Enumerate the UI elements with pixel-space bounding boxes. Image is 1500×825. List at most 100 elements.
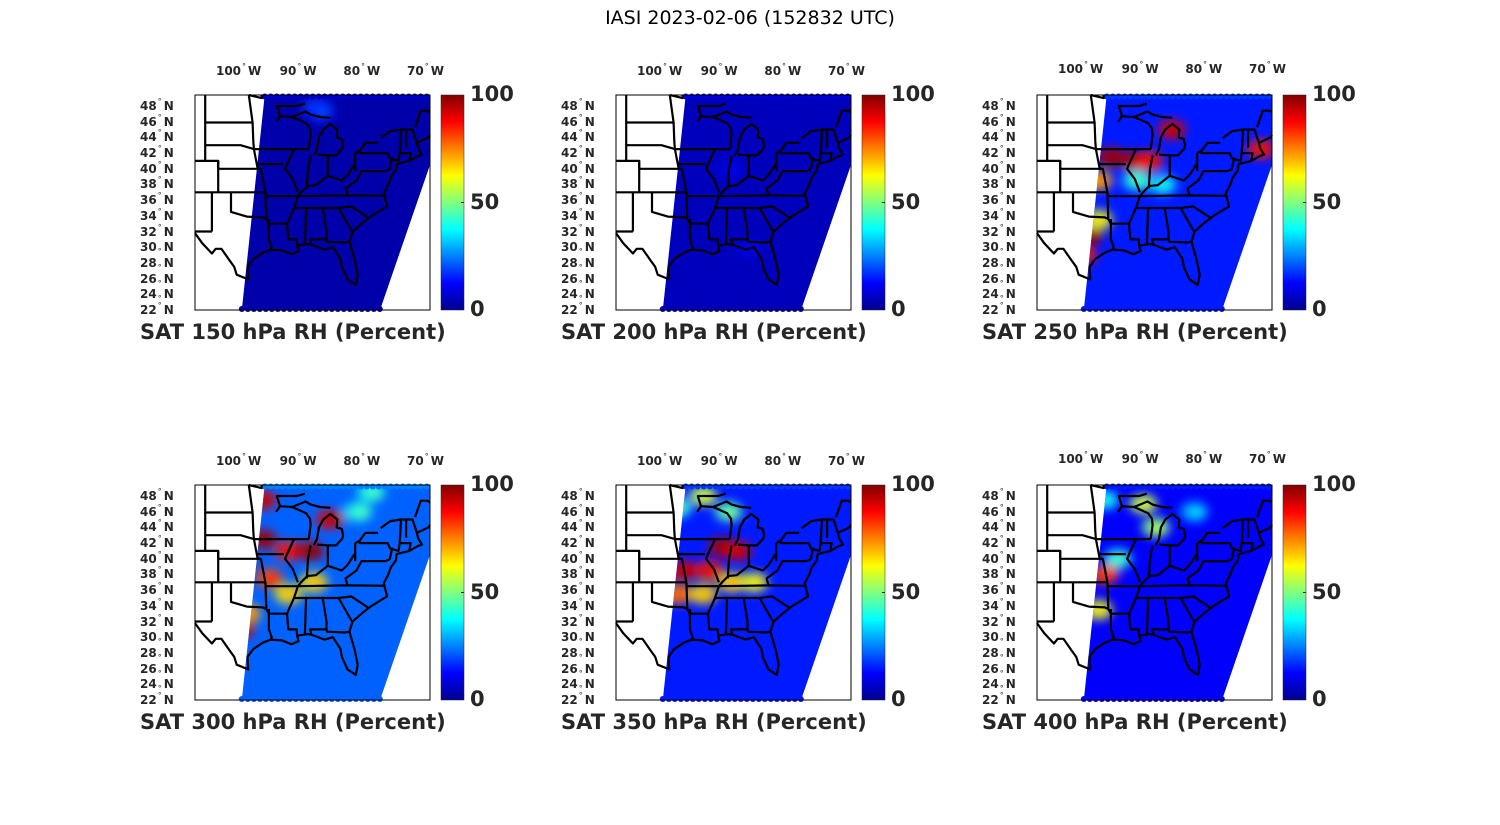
lat-tick-label: 24° N <box>561 677 595 694</box>
swath-pixel <box>701 306 708 312</box>
swath-pixel <box>713 306 720 312</box>
lat-tick-label: 22° N <box>982 301 1016 317</box>
map-svg <box>1036 93 1307 312</box>
swath-pixel <box>1194 306 1201 312</box>
state-border <box>615 134 852 286</box>
swath-pixel <box>1151 483 1158 490</box>
lat-tick-label: 48° N <box>561 486 595 503</box>
swath-pixel <box>706 93 713 100</box>
lon-tick-label: 70° W <box>1249 60 1286 76</box>
swath-pixel <box>334 696 341 702</box>
swath-pixel <box>797 696 804 702</box>
swath-pixel <box>844 93 851 100</box>
lat-tick-label: 22° N <box>561 301 595 317</box>
swath-pixel <box>772 483 779 490</box>
swath-pixel <box>1128 696 1135 702</box>
swath-pixel <box>1170 306 1177 312</box>
swath-pixel <box>749 696 756 702</box>
swath-pixel <box>291 93 298 100</box>
swath-pixel <box>1122 696 1129 702</box>
lat-tick-label: 36° N <box>561 581 595 598</box>
lat-tick-label: 22° N <box>982 691 1016 707</box>
colorbar-tick-label: 50 <box>470 189 500 214</box>
swath-pixel <box>1115 93 1122 100</box>
swath-pixel <box>1098 306 1105 312</box>
swath-pixel <box>1206 696 1213 702</box>
state-border <box>413 499 431 518</box>
state-border <box>718 163 777 197</box>
swath-pixel <box>387 483 394 490</box>
swath-pixel <box>273 93 280 100</box>
state-border <box>1090 93 1105 100</box>
state-border <box>1221 128 1244 140</box>
map-frame <box>615 94 852 311</box>
swath-pixel <box>322 306 329 312</box>
state-border <box>1133 500 1173 509</box>
swath-pixel <box>1182 306 1189 312</box>
swath-pixel <box>279 483 286 490</box>
lat-tick-label: 38° N <box>982 175 1016 192</box>
lat-tick-label: 30° N <box>982 240 1016 257</box>
colorbar <box>861 94 886 311</box>
swath-pixel <box>1110 696 1117 702</box>
lon-tick-label: 70° W <box>828 62 865 78</box>
lat-tick-label: 48° N <box>561 96 595 113</box>
swath-pixel <box>1080 306 1087 312</box>
swath-pixel <box>256 306 263 312</box>
state-border <box>275 492 306 507</box>
moist-region-core <box>1107 152 1122 163</box>
lat-tick-label: 34° N <box>982 206 1016 223</box>
lon-tick-label: 80° W <box>764 452 802 468</box>
swath-pixel <box>1247 93 1254 100</box>
lat-tick-label: 42° N <box>140 144 174 161</box>
swath-pixel <box>671 696 678 702</box>
colorbar-tick-label: 50 <box>1312 189 1342 214</box>
state-border <box>1139 553 1198 587</box>
swath-pixel <box>262 696 269 702</box>
state-border <box>726 545 733 579</box>
swath-pixel <box>340 306 347 312</box>
state-border <box>704 538 720 583</box>
swath-pixel <box>707 306 714 312</box>
swath-pixel <box>1247 483 1254 490</box>
swath-pixel <box>315 483 322 490</box>
swath-pixel <box>791 306 798 312</box>
swath-pixel <box>760 483 767 490</box>
swath-pixel <box>737 696 744 702</box>
lat-tick-label: 48° N <box>982 96 1016 113</box>
moist-region-core <box>724 164 739 175</box>
lat-tick-label: 32° N <box>561 222 595 239</box>
swath-pixel <box>292 696 299 702</box>
swath-pixel <box>322 696 329 702</box>
state-border <box>696 492 727 507</box>
swath-pixel <box>370 696 377 702</box>
colorbar-tick-label: 0 <box>470 297 485 321</box>
state-border <box>344 168 390 196</box>
state-border <box>820 151 833 162</box>
state-border <box>1125 538 1141 583</box>
swath-pixel <box>748 93 755 100</box>
swath-pixel <box>784 483 791 490</box>
state-border <box>1109 219 1115 251</box>
swath-pixel <box>1181 483 1188 490</box>
lat-tick-label: 46° N <box>140 502 174 519</box>
state-border <box>291 110 331 119</box>
swath-pixel <box>339 93 346 100</box>
swath-pixel <box>688 93 695 100</box>
state-border <box>1145 597 1150 635</box>
state-border <box>1127 195 1141 225</box>
swath-pixel <box>1157 93 1164 100</box>
lat-tick-label: 46° N <box>140 112 174 129</box>
swath-pixel <box>333 483 340 490</box>
swath-pixel <box>785 696 792 702</box>
state-border <box>733 122 766 157</box>
swath-pixel <box>393 93 400 100</box>
lat-tick-label: 38° N <box>561 175 595 192</box>
panel-title: SAT 400 hPa RH (Percent) <box>982 710 1288 734</box>
lat-tick-label: 32° N <box>982 222 1016 239</box>
swath-pixel <box>761 306 768 312</box>
swath-pixel <box>315 93 322 100</box>
state-border <box>712 110 752 119</box>
lon-tick-label: 90° W <box>279 452 317 468</box>
moist-region-core <box>679 566 694 577</box>
